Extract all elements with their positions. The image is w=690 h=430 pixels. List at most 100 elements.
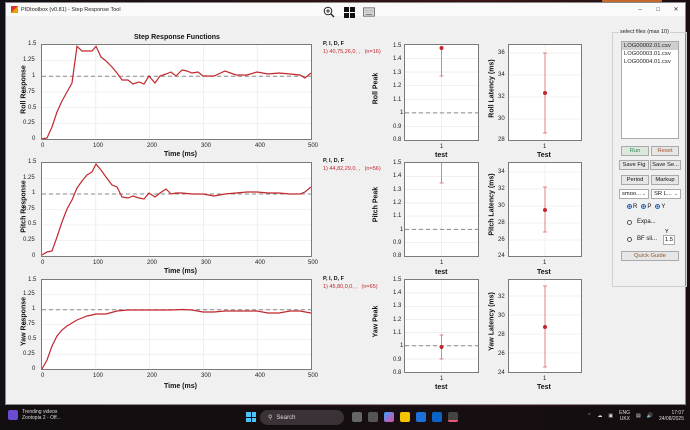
- chevron-down-icon: ⌄: [673, 191, 678, 197]
- language-indicator[interactable]: ENG UKX: [619, 410, 630, 422]
- control-panel: select files (max 10) LOG00002.01.csv LO…: [612, 28, 688, 287]
- x-tick: 1: [440, 260, 444, 266]
- y-tick: 30: [498, 116, 505, 122]
- outlook-icon[interactable]: [432, 412, 442, 422]
- smoothing-select[interactable]: smoo... ⌄: [619, 189, 649, 199]
- volume-icon[interactable]: 🔊: [646, 413, 653, 419]
- x-tick: 400: [255, 143, 266, 149]
- app-tray-icon[interactable]: ▣: [608, 413, 614, 419]
- y-tick: 28: [498, 220, 505, 226]
- yaw-step-plot[interactable]: [41, 279, 312, 370]
- radio-dot: [627, 236, 632, 242]
- y-tick: 0.8: [393, 370, 402, 376]
- radio-yaw[interactable]: Y: [655, 204, 665, 210]
- y-tick: 1.1: [393, 213, 402, 219]
- radio-pitch[interactable]: P: [641, 204, 651, 210]
- file-item[interactable]: LOG00004.01.csv: [624, 59, 671, 65]
- file-explorer-icon[interactable]: [400, 412, 410, 422]
- y-tick: 0.9: [393, 240, 402, 246]
- file-item[interactable]: LOG00003.01.csv: [624, 51, 671, 57]
- y-limit-input[interactable]: 1.5: [663, 235, 675, 245]
- roll-peak-ylabel: Roll Peak: [372, 72, 380, 105]
- maximize-button[interactable]: □: [656, 6, 660, 13]
- yaw-pid-legend: P, I, D, F 1) 45,80,0,0, , (n=65): [323, 276, 378, 290]
- expand-option[interactable]: Expa...: [627, 219, 656, 225]
- yaw-peak-plot[interactable]: [404, 279, 479, 373]
- pitch-step-plot[interactable]: [41, 162, 312, 257]
- x-tick: 500: [308, 260, 319, 266]
- taskbar: Trending videos Zootopia 2 - Off... ⚲ Se…: [0, 406, 690, 430]
- x-tick: 300: [201, 143, 212, 149]
- pitch-pid-legend: P, I, D, F 1) 44,82,29,0, , (n=56): [323, 158, 381, 172]
- save-fig-button[interactable]: Save Fig: [619, 160, 649, 170]
- y-limit-label: Y: [665, 229, 669, 235]
- grid-icon[interactable]: [343, 6, 355, 18]
- y-tick: 26: [498, 351, 505, 357]
- widgets-icon: [8, 410, 18, 420]
- app-window: PIDtoolbox (v0.81) - Step Response Tool …: [5, 2, 688, 405]
- file-item[interactable]: LOG00002.01.csv: [622, 42, 678, 50]
- reset-button[interactable]: Reset: [651, 146, 679, 156]
- y-tick: 1.2: [393, 83, 402, 89]
- start-button[interactable]: [246, 412, 256, 422]
- y-tick: 28: [498, 332, 505, 338]
- app-icon[interactable]: [368, 412, 378, 422]
- x-tick: 400: [255, 373, 266, 379]
- y-tick: 0.75: [23, 206, 35, 212]
- files-legend: select files (max 10): [619, 29, 670, 35]
- roll-latency-plot[interactable]: [508, 44, 582, 141]
- minimize-button[interactable]: –: [638, 6, 642, 13]
- y-tick: 0.8: [393, 137, 402, 143]
- pitch-peak-plot[interactable]: [404, 162, 479, 257]
- roll-step-plot[interactable]: [41, 44, 312, 140]
- y-tick: 1.25: [23, 57, 35, 63]
- x-tick: 1: [543, 376, 547, 382]
- roll-peak-plot[interactable]: [404, 44, 479, 141]
- y-tick: 1: [400, 343, 404, 349]
- cloud-icon[interactable]: ☁: [597, 413, 603, 419]
- quick-guide-button[interactable]: Quick Guide: [621, 251, 679, 261]
- zoom-in-icon[interactable]: [323, 6, 335, 18]
- y-tick: 0.25: [23, 120, 35, 126]
- x-tick: 1: [543, 144, 547, 150]
- y-tick: 1.5: [28, 159, 37, 165]
- clock[interactable]: 17:07 24/08/2025: [659, 410, 684, 422]
- files-fieldset: select files (max 10) LOG00002.01.csv LO…: [612, 29, 687, 287]
- task-view-icon[interactable]: [352, 412, 362, 422]
- y-tick: 0.75: [23, 89, 35, 95]
- radio-roll[interactable]: R: [627, 204, 637, 210]
- pitch-latency-xlabel: Test: [537, 269, 551, 276]
- keyboard-icon[interactable]: [363, 6, 375, 18]
- save-settings-button[interactable]: Save Se...: [650, 160, 681, 170]
- x-tick: 0: [41, 373, 45, 379]
- run-button[interactable]: Run: [621, 146, 649, 156]
- markup-button[interactable]: Markup: [651, 175, 679, 185]
- store-icon[interactable]: [416, 412, 426, 422]
- roll-latency-xlabel: Test: [537, 152, 551, 159]
- y-tick: 0: [32, 136, 36, 142]
- taskbar-search[interactable]: ⚲ Search: [260, 410, 344, 425]
- file-list[interactable]: LOG00002.01.csv LOG00003.01.csv LOG00004…: [621, 41, 679, 139]
- chevron-up-icon[interactable]: ⌃: [587, 413, 592, 419]
- x-tick: 0: [41, 260, 45, 266]
- network-icon[interactable]: ▤: [636, 413, 641, 419]
- widgets-button[interactable]: Trending videos Zootopia 2 - Off...: [8, 409, 61, 421]
- close-button[interactable]: ✕: [673, 7, 679, 13]
- x-tick: 300: [201, 260, 212, 266]
- x-tick: 0: [41, 143, 45, 149]
- y-tick: 30: [498, 203, 505, 209]
- x-tick: 200: [147, 143, 158, 149]
- sr-select[interactable]: SR L... ⌄: [651, 189, 681, 199]
- pidtoolbox-taskbar-icon[interactable]: [448, 412, 458, 422]
- bf-slider-option[interactable]: BF sli...: [627, 236, 657, 242]
- y-tick: 1.5: [393, 160, 402, 166]
- yaw-latency-plot[interactable]: [508, 279, 582, 373]
- copilot-icon[interactable]: [384, 412, 394, 422]
- y-tick: 1.4: [393, 173, 402, 179]
- period-button[interactable]: Period: [621, 175, 649, 185]
- y-tick: 0.5: [28, 336, 37, 342]
- axis-radio-group: R P Y: [627, 204, 665, 210]
- y-tick: 0.5: [28, 105, 37, 111]
- y-tick: 1: [32, 306, 36, 312]
- pitch-latency-plot[interactable]: [508, 162, 582, 257]
